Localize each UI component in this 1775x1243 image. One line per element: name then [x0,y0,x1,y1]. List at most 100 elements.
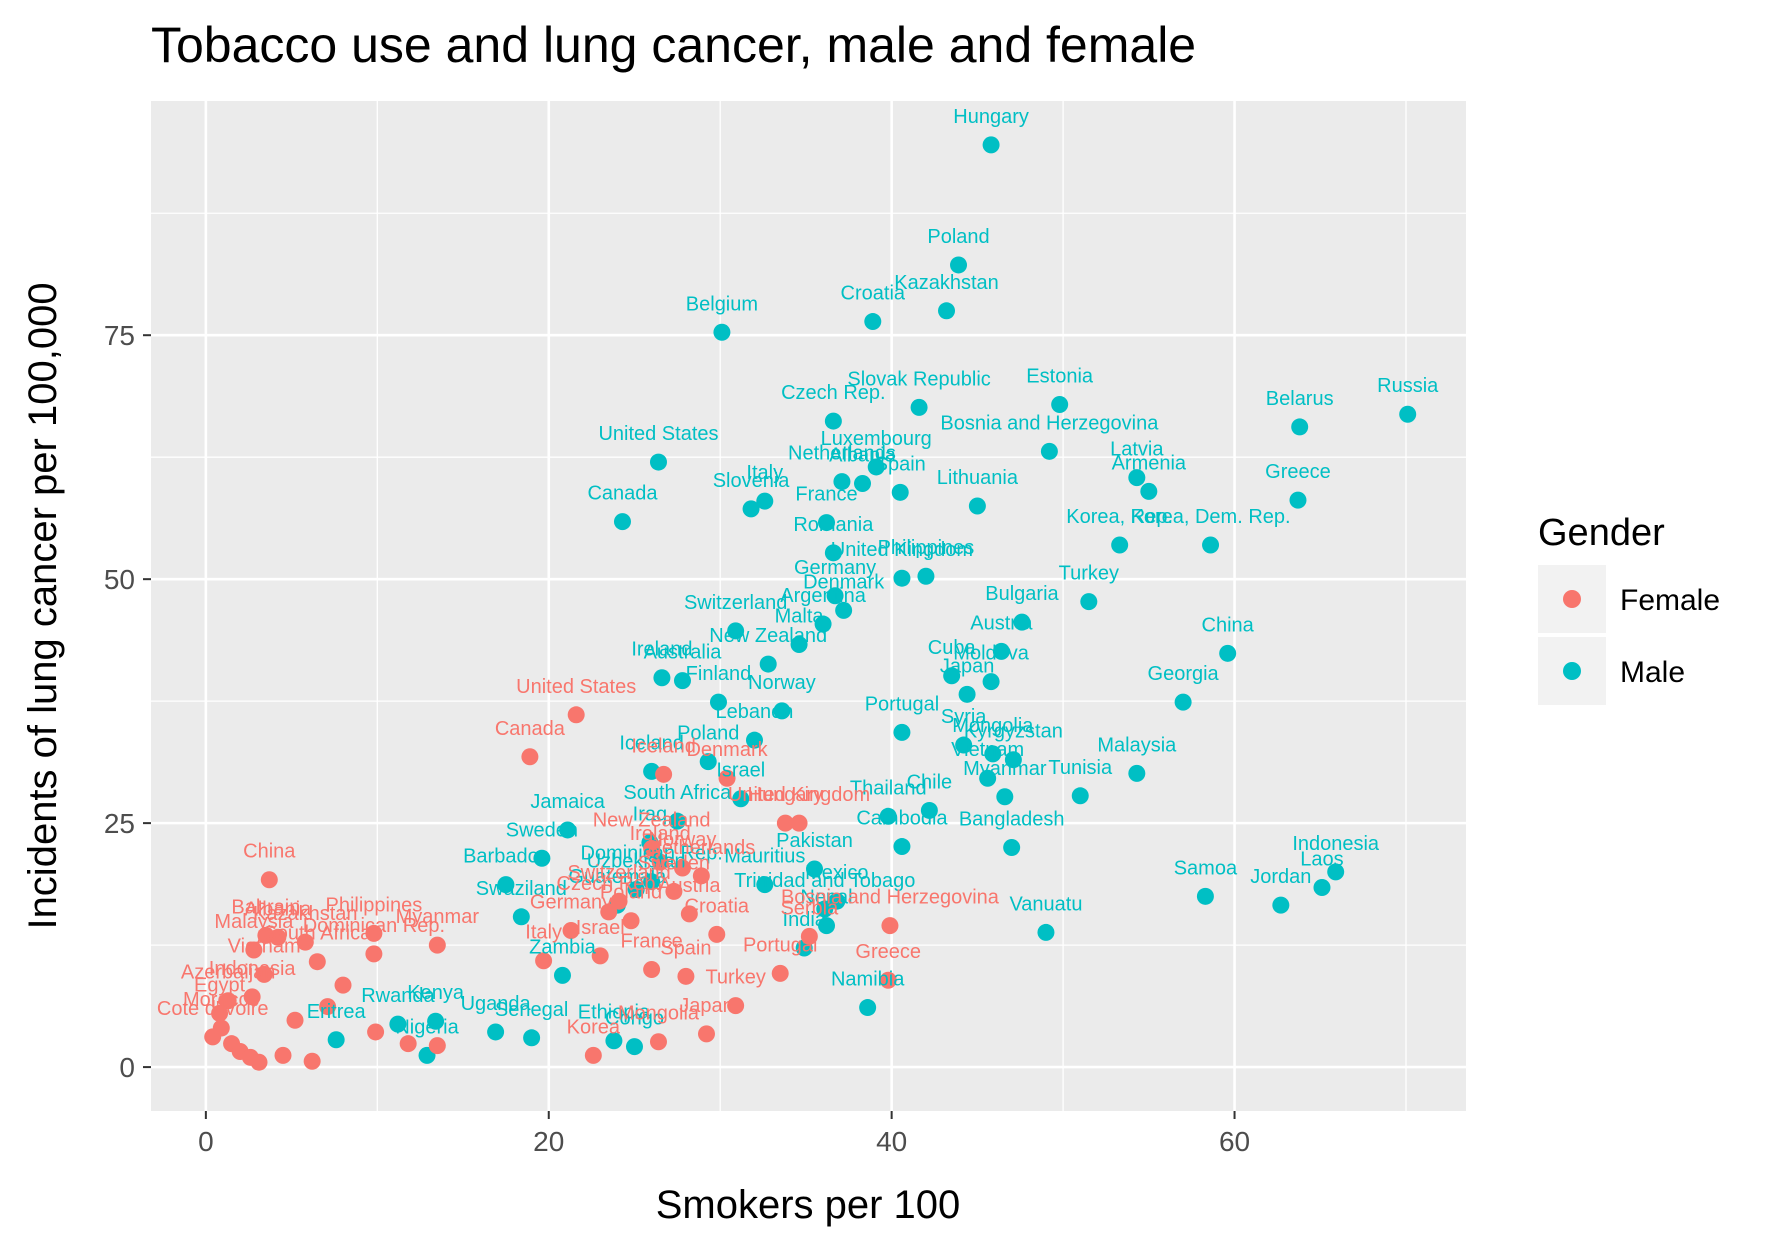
data-point [979,769,997,787]
labels-male: HungaryPolandKazakhstanCroatiaBelgiumSlo… [307,106,1439,1038]
data-point [427,1012,445,1030]
legend: Gender Female Male [1538,512,1720,705]
point-label: Vanuatu [1009,893,1082,915]
data-point [610,892,628,910]
point-label: Trinidad and Tobago [734,870,915,892]
point-label: Hungary [748,784,824,806]
point-label: South Africa [623,782,732,804]
point-label: Iceland [619,732,684,754]
point-label: Eritrea [307,1001,367,1023]
data-point [653,669,671,687]
data-point [673,672,691,690]
data-point [759,655,777,673]
data-point [523,1029,541,1047]
point-label: Vietnam [951,739,1024,761]
point-label: Kyrgyzstan [964,721,1063,743]
point-label: Argentina [780,585,866,607]
point-label: Vietnam [228,935,301,957]
data-point [881,917,899,935]
point-label: Albania [245,898,313,920]
data-point [562,921,580,939]
point-label: Iraq [633,804,667,826]
point-label: Lithuania [937,467,1019,489]
point-label: Korea [567,1016,621,1038]
data-point [643,839,661,857]
data-point [274,1046,292,1064]
x-tick-label: 20 [533,1126,564,1157]
point-label: South Africa [263,923,372,945]
point-label: Romania [793,514,874,536]
point-label: Austria [658,875,721,897]
point-label: Italy [525,922,562,944]
data-point [879,807,897,825]
data-point [1003,839,1021,857]
point-labels-layer: HungaryPolandKazakhstanCroatiaBelgiumSlo… [157,106,1439,1038]
point-label: Nepal [800,887,852,909]
point-label: Cambodia [856,808,948,830]
point-label: France [795,484,857,506]
data-point [943,667,961,685]
point-label: Bahrain [231,896,300,918]
point-label: Switzerland [567,862,670,884]
point-label: Norway [748,672,816,694]
point-label: Cote d'Ivoire [157,998,269,1020]
data-point [399,1035,417,1053]
data-point [1174,693,1192,711]
point-label: Chile [907,771,953,793]
point-label: United Kingdom [831,539,973,561]
legend-swatch-male [1563,662,1581,680]
data-point [996,788,1014,806]
data-point [622,912,640,930]
data-point [824,544,842,562]
point-label: Czech Rep. [781,382,886,404]
data-point [1013,613,1031,631]
point-label: Kazakhstan [253,903,358,925]
data-point [790,636,808,654]
data-point [665,882,683,900]
data-point [816,900,834,918]
point-label: Azerbaijan [181,962,276,984]
point-label: Syria [941,706,987,728]
point-label: Canada [495,718,566,740]
data-point [879,971,897,989]
point-label: Finland [686,663,752,685]
point-label: New Zealand [709,625,827,647]
data-point [1140,482,1158,500]
point-label: Mongolia [618,1003,700,1025]
point-label: Croatia [841,283,906,305]
data-point [920,801,938,819]
data-point [773,702,791,720]
y-axis-title: Incidents of lung cancer per 100,000 [21,282,65,929]
data-point [245,941,263,959]
point-label: United States [516,676,636,698]
point-label: Georgia [1148,663,1220,685]
data-point [984,745,1002,763]
point-label: Russia [1377,375,1439,397]
data-point [1128,469,1146,487]
point-label: Lebanon [716,701,794,723]
data-point [893,838,911,856]
data-point [521,748,539,766]
axes-layer: 0 20 40 60 0 25 50 75 [104,320,1250,1157]
legend-label-female: Female [1620,584,1720,617]
data-point [1111,536,1129,554]
grid-layer [151,101,1466,1111]
x-axis-title: Smokers per 100 [656,1183,961,1227]
point-label: Ireland [631,639,692,661]
data-point [296,933,314,951]
point-label: Czech Rep. [557,873,662,895]
point-label: Malta [775,606,825,628]
point-label: Armenia [1112,452,1187,474]
point-label: Zambia [529,936,597,958]
data-point [533,849,551,867]
data-point [643,961,661,979]
data-point [806,860,824,878]
point-label: Luxembourg [821,428,932,450]
data-point [867,458,885,476]
data-point [814,615,832,633]
point-label: Uzbekistan [587,850,686,872]
data-point [864,313,882,331]
point-label: Mauritius [724,846,805,868]
point-label: Turkey [1059,563,1119,585]
point-label: Korea, Dem. Rep. [1131,506,1291,528]
